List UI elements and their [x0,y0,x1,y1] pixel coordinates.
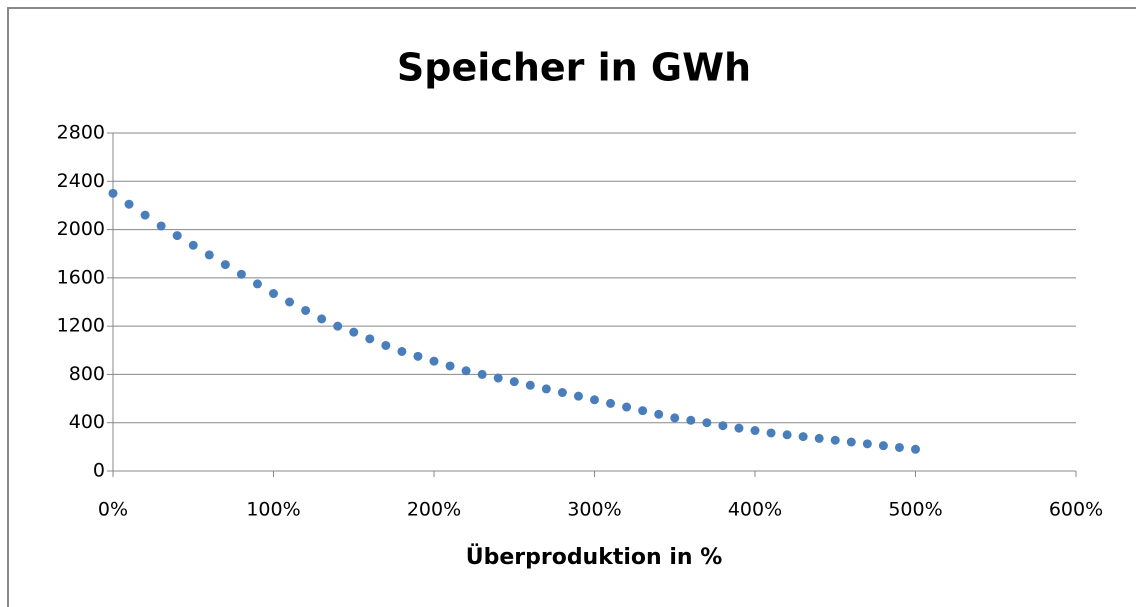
point [108,188,118,198]
point [814,433,824,443]
x-tick-label: 400% [728,499,782,521]
point [381,340,391,350]
x-tick-label: 100% [246,499,300,521]
point [461,366,471,376]
point [766,428,776,438]
point [188,240,198,250]
y-tick-label: 1600 [57,266,105,288]
y-tick-label: 2400 [57,170,105,192]
point [317,314,327,324]
point [541,384,551,394]
point [702,418,712,428]
x-tick-label: 0% [98,499,128,521]
point [285,297,295,307]
point [429,356,439,366]
point [638,406,648,416]
point [172,231,182,241]
x-tick-label: 600% [1049,499,1103,521]
point [333,321,343,331]
point [236,269,246,279]
point [862,439,872,449]
y-tick-label: 2000 [57,218,105,240]
y-tick-label: 400 [69,411,105,433]
point [124,199,134,209]
point [493,373,503,383]
point [397,346,407,356]
point [365,334,375,344]
point [477,369,487,379]
point [846,437,856,447]
point [509,377,519,387]
point [670,413,680,423]
point [269,289,278,299]
point [349,327,359,337]
point [654,409,664,419]
point [445,361,455,371]
point [590,395,599,405]
point [911,444,920,454]
chart-border [7,7,1136,607]
point [782,430,792,440]
point [525,380,535,390]
point [557,388,567,398]
y-tick-label: 1200 [57,315,105,337]
point [573,391,583,401]
point [622,402,632,412]
point [140,210,150,220]
x-tick-label: 500% [888,499,942,521]
y-tick-label: 0 [93,460,105,482]
point [686,415,696,425]
point [750,426,760,436]
point [894,442,904,452]
point [798,432,808,442]
point [878,441,888,451]
point [301,305,311,315]
x-tick-label: 200% [407,499,461,521]
point [413,351,423,361]
point [718,421,728,431]
point [252,279,262,289]
point [734,423,744,433]
y-tick-label: 2800 [57,122,105,144]
point [606,398,616,408]
chart-title: Speicher in GWh [397,46,751,90]
point [204,250,214,260]
x-tick-label: 300% [567,499,621,521]
point [156,221,166,231]
x-axis-title: Überproduktion in % [466,544,723,570]
point [220,260,230,270]
y-tick-label: 800 [69,363,105,385]
point [830,435,840,445]
